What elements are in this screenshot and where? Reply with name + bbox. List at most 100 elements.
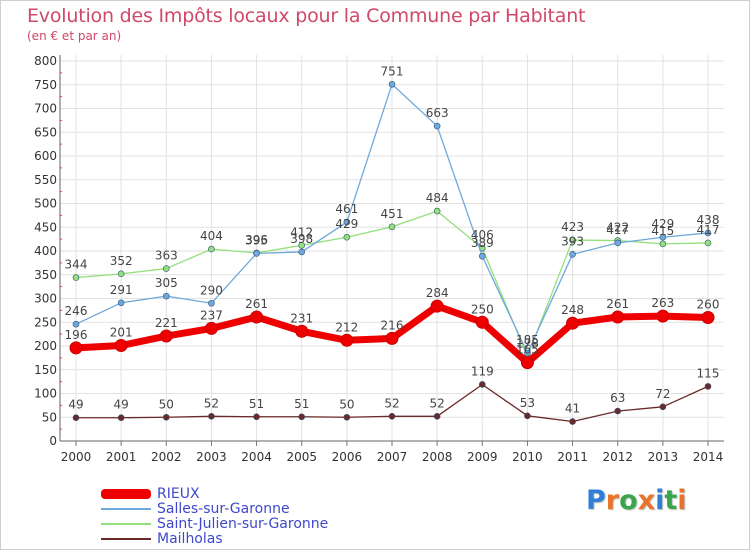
data-point [659,233,667,241]
y-tick-label: 0 [49,434,57,448]
data-label: 51 [294,397,309,411]
data-point [204,321,218,335]
x-tick-label: 2010 [512,450,543,464]
data-point [614,239,622,247]
data-point [659,240,667,248]
data-label: 393 [561,234,584,248]
data-label: 429 [335,217,358,231]
data-label: 291 [110,283,133,297]
data-point [478,252,486,260]
data-label: 352 [110,254,133,268]
data-point [433,207,441,215]
data-label: 41 [565,402,580,416]
data-point [208,299,215,307]
legend-swatch-mailholas [101,538,151,540]
data-label: 429 [651,217,674,231]
x-tick-label: 2001 [106,450,137,464]
data-label: 263 [651,296,674,310]
x-tick-label: 2014 [693,450,724,464]
y-tick-label: 800 [34,54,57,68]
data-label: 231 [290,311,313,325]
data-label: 165 [516,343,539,357]
data-point [659,403,667,411]
data-point [162,265,170,272]
data-point [162,292,170,300]
data-point [611,310,625,324]
data-label: 260 [697,298,720,312]
data-label: 417 [697,223,720,237]
data-label: 363 [155,249,178,263]
data-point [388,412,396,420]
data-point [162,413,170,421]
data-point [520,356,534,370]
data-point [114,339,128,353]
data-label: 406 [471,228,494,242]
data-label: 212 [335,320,358,334]
data-label: 52 [430,396,445,410]
y-tick-label: 400 [34,244,57,258]
data-label: 663 [426,106,449,120]
x-tick-label: 2005 [286,450,317,464]
data-label: 196 [65,328,88,342]
data-point [704,239,712,247]
y-tick-label: 200 [34,339,57,353]
data-point [159,329,173,343]
data-point [72,274,80,281]
data-point [614,407,622,415]
data-point [295,324,309,338]
x-tick-label: 2002 [151,450,182,464]
data-point [208,245,215,253]
data-label: 216 [381,318,404,332]
data-label: 438 [697,213,720,227]
x-tick-label: 2003 [196,450,227,464]
data-point [72,320,80,328]
y-tick-label: 600 [34,149,57,163]
data-label: 417 [606,223,629,237]
data-point [478,381,486,388]
data-point [524,412,531,420]
data-point [340,333,354,347]
logo-letter: P [586,485,606,516]
y-tick-label: 100 [34,387,57,401]
x-tick-label: 2007 [377,450,408,464]
data-point [298,248,306,256]
data-label: 50 [339,397,354,411]
data-point [433,122,441,130]
data-label: 395 [245,233,268,247]
x-tick-label: 2012 [602,450,633,464]
y-tick-label: 700 [34,102,57,116]
data-point [701,311,715,324]
legend-swatch-salles-sur-garonne [101,508,151,510]
chart-subtitle: (en € et par an) [27,29,122,43]
legend-item-rieux: RIEUX [99,487,200,502]
data-label: 422 [606,221,629,235]
data-label: 415 [651,224,674,238]
data-point [298,413,306,421]
data-point [656,309,670,323]
data-point [388,80,396,88]
x-tick-label: 2008 [422,450,453,464]
y-tick-label: 650 [34,125,57,139]
data-label: 404 [200,229,223,243]
data-label: 221 [155,316,178,330]
data-point [343,233,351,241]
data-point [117,414,125,422]
legend-swatch-saint-julien-sur-garonne [101,523,151,525]
data-label: 201 [110,326,133,340]
x-tick-label: 2006 [332,450,363,464]
data-label: 49 [68,398,83,412]
data-point [343,218,351,226]
data-point [69,341,83,355]
y-tick-label: 550 [34,173,57,187]
data-point [343,413,351,421]
legend-label-salles-sur-garonne: Salles-sur-Garonne [157,501,290,517]
data-label: 115 [697,366,720,380]
data-label: 53 [520,396,535,410]
data-point [704,229,712,237]
x-tick-label: 2000 [61,450,92,464]
logo-letter: i [677,485,687,516]
data-point [475,315,489,329]
data-point [388,223,396,231]
y-tick-label: 750 [34,78,57,92]
data-label: 246 [65,304,88,318]
